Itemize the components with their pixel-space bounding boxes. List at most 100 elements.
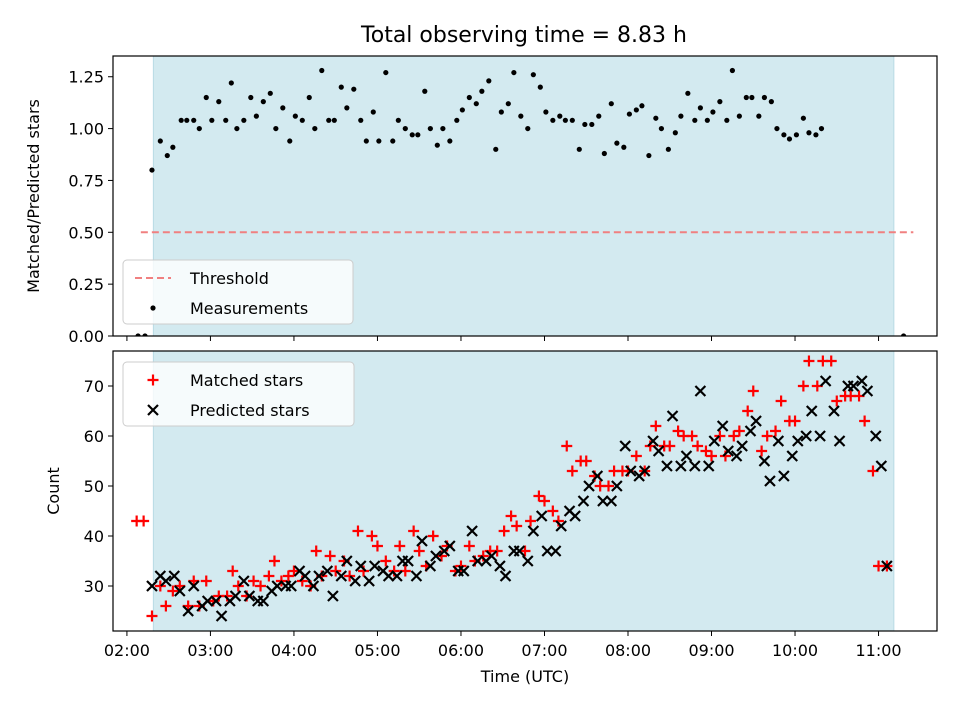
data-point (786, 450, 799, 462)
data-point (749, 94, 755, 101)
data-point (689, 460, 701, 472)
series-predicted-stars (146, 375, 893, 622)
panel-1: 0.00 0.25 0.50 0.75 1.00 1.25 Matched/Predicte… (24, 55, 938, 346)
data-point (505, 101, 511, 107)
data-point (761, 94, 768, 101)
data-point (685, 90, 691, 96)
data-point (157, 138, 163, 144)
data-point (149, 167, 155, 173)
x-tick-label: 05:00 (354, 641, 400, 660)
data-point (352, 525, 364, 537)
data-point (756, 113, 762, 119)
data-point (494, 560, 506, 572)
data-point (146, 580, 158, 592)
data-point (561, 440, 573, 452)
data-point (344, 570, 356, 582)
data-point (402, 125, 408, 132)
data-point (307, 580, 320, 592)
data-point (743, 94, 749, 101)
legend-marker-dot (150, 305, 156, 311)
data-point (505, 510, 517, 522)
data-point (806, 130, 812, 136)
data-point (770, 425, 782, 437)
data-point (869, 430, 882, 442)
data-point (813, 132, 819, 138)
data-point (722, 445, 734, 457)
y-tick-label: 0.00 (68, 327, 104, 346)
x-tick-label: 09:00 (688, 641, 734, 660)
data-point (756, 445, 768, 457)
data-point (828, 405, 840, 417)
data-point (537, 84, 543, 90)
data-point (875, 460, 888, 472)
data-point (344, 105, 350, 111)
data-point (557, 113, 563, 119)
data-point (191, 117, 197, 123)
data-point (499, 570, 512, 582)
data-point (241, 117, 247, 123)
data-point (263, 570, 275, 582)
data-point (736, 440, 748, 452)
series-measurements (135, 67, 907, 336)
data-point (758, 455, 771, 467)
data-point (391, 570, 403, 582)
data-point (498, 525, 510, 537)
legend-marker-x (147, 404, 159, 416)
data-point (408, 525, 420, 537)
data-point (170, 144, 176, 150)
data-point (287, 138, 293, 144)
data-point (351, 86, 357, 92)
y-tick-label: 30 (84, 577, 104, 596)
data-point (338, 84, 344, 90)
data-point (215, 610, 228, 622)
data-point (803, 355, 815, 367)
legend-label: Matched stars (190, 371, 303, 390)
data-point (646, 152, 652, 159)
data-point (678, 113, 684, 119)
data-point (440, 125, 446, 132)
data-point (819, 375, 832, 387)
data-point (847, 380, 860, 392)
data-point (268, 555, 280, 567)
y-tick-label: 40 (84, 527, 104, 546)
data-point (229, 590, 242, 602)
data-point (331, 117, 337, 123)
data-point (271, 580, 284, 592)
y-tick-label: 0.75 (68, 171, 104, 190)
plot-area (131, 355, 893, 622)
data-point (416, 535, 428, 547)
data-point (310, 545, 322, 557)
data-point (619, 440, 631, 452)
data-point (800, 430, 812, 442)
x-tick-label: 11:00 (855, 641, 901, 660)
x-tick-label: 07:00 (521, 641, 567, 660)
data-point (232, 580, 244, 592)
data-point (775, 395, 787, 407)
data-point (422, 88, 428, 94)
y-tick-label: 70 (84, 377, 104, 396)
data-point (772, 435, 785, 447)
data-point (319, 67, 325, 74)
data-point (354, 560, 367, 572)
data-point (630, 450, 642, 462)
y-tick-label: 1.00 (68, 120, 104, 139)
data-point (733, 425, 745, 437)
data-point (228, 80, 234, 86)
data-point (160, 600, 172, 612)
data-point (664, 440, 676, 452)
data-point (747, 385, 759, 397)
data-point (625, 465, 637, 477)
data-point (184, 117, 190, 123)
axes-frame (112, 55, 938, 337)
data-point (321, 565, 334, 577)
data-point (257, 595, 270, 607)
data-point (714, 430, 726, 442)
data-point (549, 545, 562, 557)
data-point (167, 585, 179, 597)
y-tick-label: 0.25 (68, 275, 104, 294)
data-point (672, 425, 684, 437)
data-point (856, 375, 868, 387)
data-point (569, 117, 575, 123)
data-point (427, 530, 439, 542)
